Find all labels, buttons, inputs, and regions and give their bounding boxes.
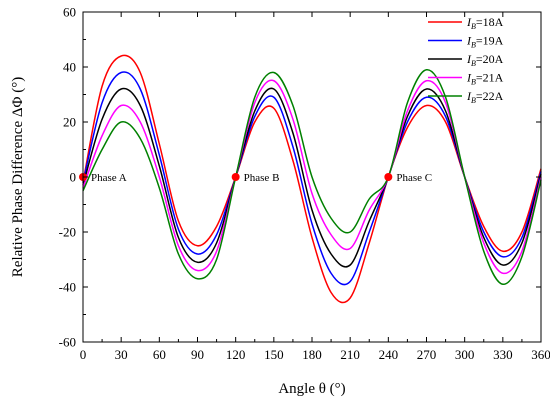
series-line-5: [82, 68, 542, 285]
x-tick-label-12: 360: [531, 347, 550, 362]
legend-label-3: IB=20A: [466, 52, 504, 68]
legend-label-1: IB=18A: [466, 15, 504, 31]
x-tick-label-3: 90: [191, 347, 204, 362]
series-lines: [82, 54, 542, 304]
x-tick-label-8: 240: [379, 347, 399, 362]
y-tick-label-6: 60: [63, 5, 76, 20]
y-axis-ticks: -60 -40 -20 0 20 40 60: [59, 5, 541, 350]
x-tick-label-4: 120: [226, 347, 246, 362]
x-tick-label-1: 30: [115, 347, 128, 362]
legend-label-5: IB=22A: [466, 89, 504, 105]
x-axis-ticks: 0 30 60 90 120 150 180 210 240 270 300 330 360: [80, 12, 550, 362]
y-tick-label-4: 20: [63, 115, 76, 130]
x-axis-title: Angle θ (°): [278, 381, 345, 397]
x-tick-label-11: 330: [493, 347, 513, 362]
y-axis-title: Relative Phase Difference ΔΦ (°): [10, 77, 26, 277]
phase-markers: Phase A Phase B Phase C: [79, 172, 432, 184]
x-tick-label-10: 300: [455, 347, 475, 362]
legend: IB=18A IB=19A IB=20A IB=21A IB=22A: [428, 15, 504, 105]
x-tick-label-9: 270: [417, 347, 437, 362]
y-tick-label-3: 0: [70, 170, 77, 185]
y-tick-label-2: -20: [59, 225, 76, 240]
x-tick-label-5: 150: [264, 347, 284, 362]
y-tick-label-0: -60: [59, 335, 76, 350]
x-tick-label-6: 180: [302, 347, 322, 362]
phase-marker-label-1: Phase A: [91, 172, 127, 184]
legend-label-4: IB=21A: [466, 71, 504, 87]
legend-label-2: IB=19A: [466, 34, 504, 50]
x-tick-label-2: 60: [153, 347, 166, 362]
x-tick-label-0: 0: [80, 347, 87, 362]
phase-marker-label-2: Phase B: [244, 172, 280, 184]
phase-marker-point-3: [384, 173, 393, 181]
y-tick-label-1: -40: [59, 280, 76, 295]
y-tick-label-5: 40: [63, 60, 76, 75]
phase-marker-label-3: Phase C: [396, 172, 432, 184]
phase-marker-point-2: [231, 173, 240, 181]
x-tick-label-7: 210: [340, 347, 360, 362]
